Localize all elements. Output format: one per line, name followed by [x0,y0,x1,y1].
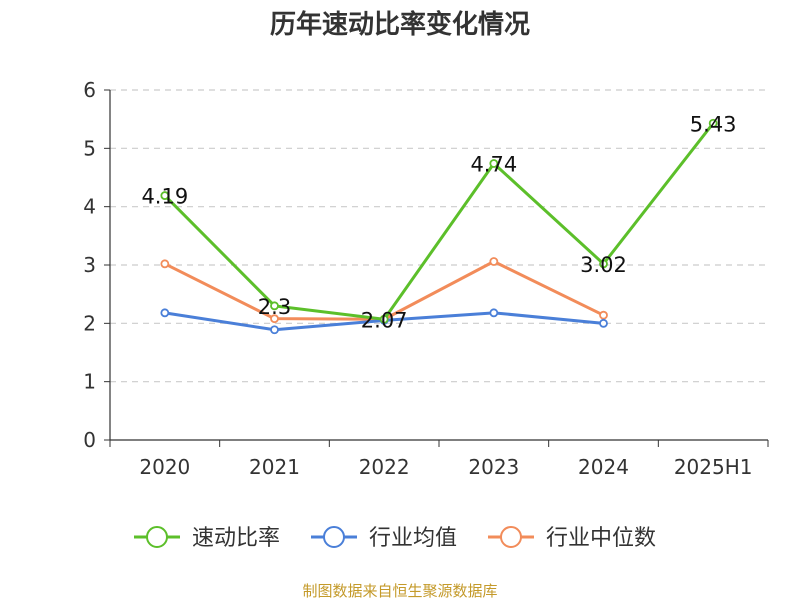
data-label: 2.07 [361,308,408,332]
legend-marker [146,526,168,548]
data-point [160,191,170,200]
data-point [489,257,499,266]
y-tick-label: 0 [83,428,96,452]
data-label: 4.19 [141,185,188,209]
data-point [489,159,499,168]
data-label: 4.74 [470,153,517,177]
y-tick-label: 6 [83,78,96,102]
legend-label: 行业均值 [369,526,457,551]
series-lines [160,118,718,335]
source-note: 制图数据来自恒生聚源数据库 [302,582,497,600]
legend: 速动比率 行业均值 行业中位数 [134,526,656,551]
x-tick-label: 2021 [249,455,300,479]
x-tick-label: 2022 [359,455,410,479]
y-tick-label: 2 [83,311,96,335]
legend-marker [323,526,345,548]
data-labels: 4.19 2.3 2.07 4.74 3.02 5.43 [141,112,736,332]
grid-lines [110,89,768,383]
data-label: 3.02 [580,253,627,277]
data-point [599,318,608,328]
data-point [708,118,718,128]
legend-label: 速动比率 [192,526,280,551]
data-point [270,314,279,324]
axes: 0 1 2 3 4 5 6 2020 2021 2022 2023 2024 2025H1 [83,78,769,479]
x-tick-label: 2024 [578,455,629,479]
x-tick-label: 2025H1 [674,455,753,479]
data-point [160,308,170,318]
legend-label: 行业中位数 [546,526,656,551]
x-tick-label: 2020 [139,455,190,479]
data-label: 5.43 [690,112,737,136]
y-tick-label: 5 [83,136,96,160]
chart-title: 历年速动比率变化情况 [270,9,530,40]
data-label: 2.3 [258,295,291,319]
data-point [489,308,499,318]
y-tick-label: 1 [83,370,96,394]
data-point [270,301,279,311]
y-tick-label: 3 [83,253,96,277]
data-point [379,314,389,324]
data-point [599,310,608,320]
data-point [599,259,608,269]
data-point [270,325,279,335]
x-tick-label: 2023 [468,455,519,479]
series-line [163,122,715,321]
data-point [160,259,170,269]
y-tick-label: 4 [83,195,96,219]
legend-marker [500,526,522,548]
